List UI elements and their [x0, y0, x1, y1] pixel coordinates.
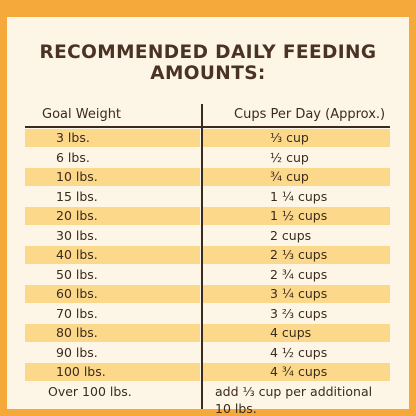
cups-per-day-cell: 2 ⅓ cups [203, 246, 390, 264]
table-row: 40 lbs. 2 ⅓ cups [25, 245, 390, 265]
goal-weight-cell: 3 lbs. [25, 129, 200, 147]
cups-per-day-cell: 4 ½ cups [270, 344, 328, 360]
goal-weight-cell: 80 lbs. [25, 324, 200, 342]
cups-per-day-cell: 4 ¾ cups [203, 363, 390, 381]
table-row: 50 lbs. 2 ¾ cups [25, 265, 390, 285]
cups-per-day-cell: 1 ½ cups [203, 207, 390, 225]
goal-weight-cell: 20 lbs. [25, 207, 200, 225]
table-row: 60 lbs. 3 ¼ cups [25, 284, 390, 304]
table-body: 3 lbs. ⅓ cup 6 lbs. ½ cup 10 lbs. ¾ cup 15 lbs… [25, 128, 390, 416]
goal-weight-cell: 15 lbs. [56, 188, 98, 204]
page-title: RECOMMENDED DAILY FEEDING AMOUNTS: [39, 42, 377, 84]
goal-weight-cell: 30 lbs. [56, 227, 98, 243]
header-divider [25, 126, 390, 128]
cups-per-day-cell: ¾ cup [203, 168, 390, 186]
table-header: Goal Weight Cups Per Day (Approx.) [7, 104, 409, 128]
table-row: 6 lbs. ½ cup [25, 148, 390, 168]
table-row: 30 lbs. 2 cups [25, 226, 390, 246]
column-divider [201, 104, 203, 409]
cups-per-day-cell: 3 ⅔ cups [270, 305, 328, 321]
feeding-chart-card: RECOMMENDED DAILY FEEDING AMOUNTS: Goal … [7, 17, 409, 416]
cups-per-day-cell: add ⅓ cup per additional 10 lbs. [215, 383, 373, 416]
goal-weight-cell: 100 lbs. [25, 363, 200, 381]
goal-weight-cell: 50 lbs. [56, 266, 98, 282]
table-row: 3 lbs. ⅓ cup [25, 128, 390, 148]
table-row: 80 lbs. 4 cups [25, 323, 390, 343]
table-row: 100 lbs. 4 ¾ cups [25, 362, 390, 382]
table-row: 90 lbs. 4 ½ cups [25, 343, 390, 363]
table-row: Over 100 lbs. add ⅓ cup per additional 10… [25, 382, 390, 416]
table-row: 20 lbs. 1 ½ cups [25, 206, 390, 226]
cups-per-day-cell: 2 ¾ cups [270, 266, 328, 282]
cups-per-day-cell: 1 ¼ cups [270, 188, 328, 204]
goal-weight-cell: 60 lbs. [25, 285, 200, 303]
cups-per-day-cell: ½ cup [270, 149, 309, 165]
goal-weight-cell: 90 lbs. [56, 344, 98, 360]
goal-weight-cell: 40 lbs. [25, 246, 200, 264]
goal-weight-cell: 10 lbs. [25, 168, 200, 186]
cups-per-day-cell: 4 cups [203, 324, 390, 342]
table-row: 70 lbs. 3 ⅔ cups [25, 304, 390, 324]
cups-per-day-cell: 2 cups [270, 227, 312, 243]
cups-per-day-cell: ⅓ cup [203, 129, 390, 147]
header-goal-weight: Goal Weight [42, 107, 122, 122]
goal-weight-cell: Over 100 lbs. [48, 383, 132, 399]
table-row: 15 lbs. 1 ¼ cups [25, 187, 390, 207]
cups-per-day-cell: 3 ¼ cups [203, 285, 390, 303]
goal-weight-cell: 6 lbs. [56, 149, 90, 165]
header-cups-per-day: Cups Per Day (Approx.) [234, 107, 386, 122]
goal-weight-cell: 70 lbs. [56, 305, 98, 321]
table-row: 10 lbs. ¾ cup [25, 167, 390, 187]
